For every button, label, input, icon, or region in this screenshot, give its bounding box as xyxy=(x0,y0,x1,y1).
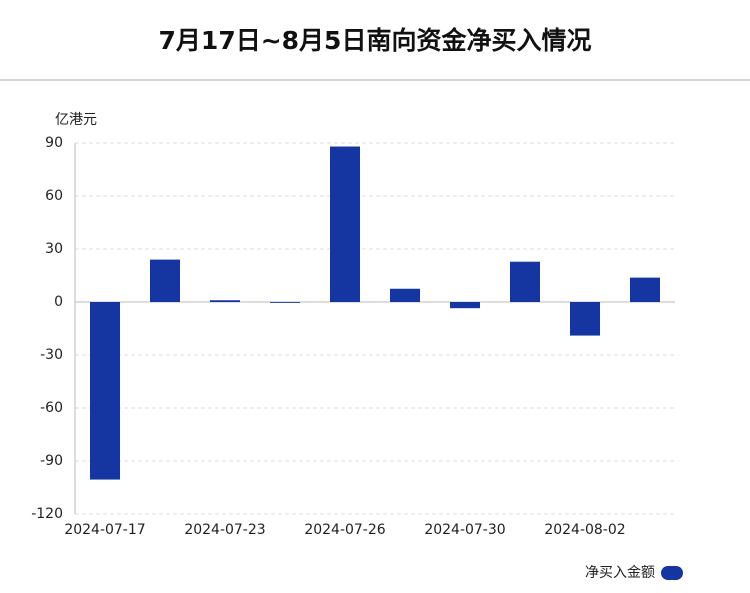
bar xyxy=(150,259,180,302)
x-tick-label: 2024-07-26 xyxy=(304,522,385,538)
bar xyxy=(390,288,420,302)
y-tick-label: 30 xyxy=(45,241,63,257)
bar xyxy=(630,277,660,302)
y-tick-label: -60 xyxy=(40,400,63,416)
x-tick-label: 2024-07-23 xyxy=(184,522,265,538)
x-tick-label: 2024-08-02 xyxy=(544,522,625,538)
legend-swatch xyxy=(661,566,683,580)
y-unit: 亿港元 xyxy=(55,112,97,128)
y-tick-label: -90 xyxy=(40,453,63,469)
y-tick-label: -30 xyxy=(40,347,63,363)
x-tick-label: 2024-07-17 xyxy=(64,522,145,538)
bar xyxy=(510,261,540,302)
chart-title: 7月17日~8月5日南向资金净买入情况 xyxy=(159,26,592,55)
bar xyxy=(210,300,240,302)
y-tick-label: -120 xyxy=(31,506,63,522)
y-tick-label: 60 xyxy=(45,188,63,204)
bar xyxy=(270,302,300,303)
bar xyxy=(330,146,360,302)
y-tick-label: 0 xyxy=(54,294,63,310)
y-tick-label: 90 xyxy=(45,135,63,151)
bar xyxy=(90,302,120,480)
legend-label: 净买入金额 xyxy=(585,565,655,581)
bar xyxy=(570,302,600,336)
x-tick-label: 2024-07-30 xyxy=(424,522,505,538)
bar xyxy=(450,302,480,309)
